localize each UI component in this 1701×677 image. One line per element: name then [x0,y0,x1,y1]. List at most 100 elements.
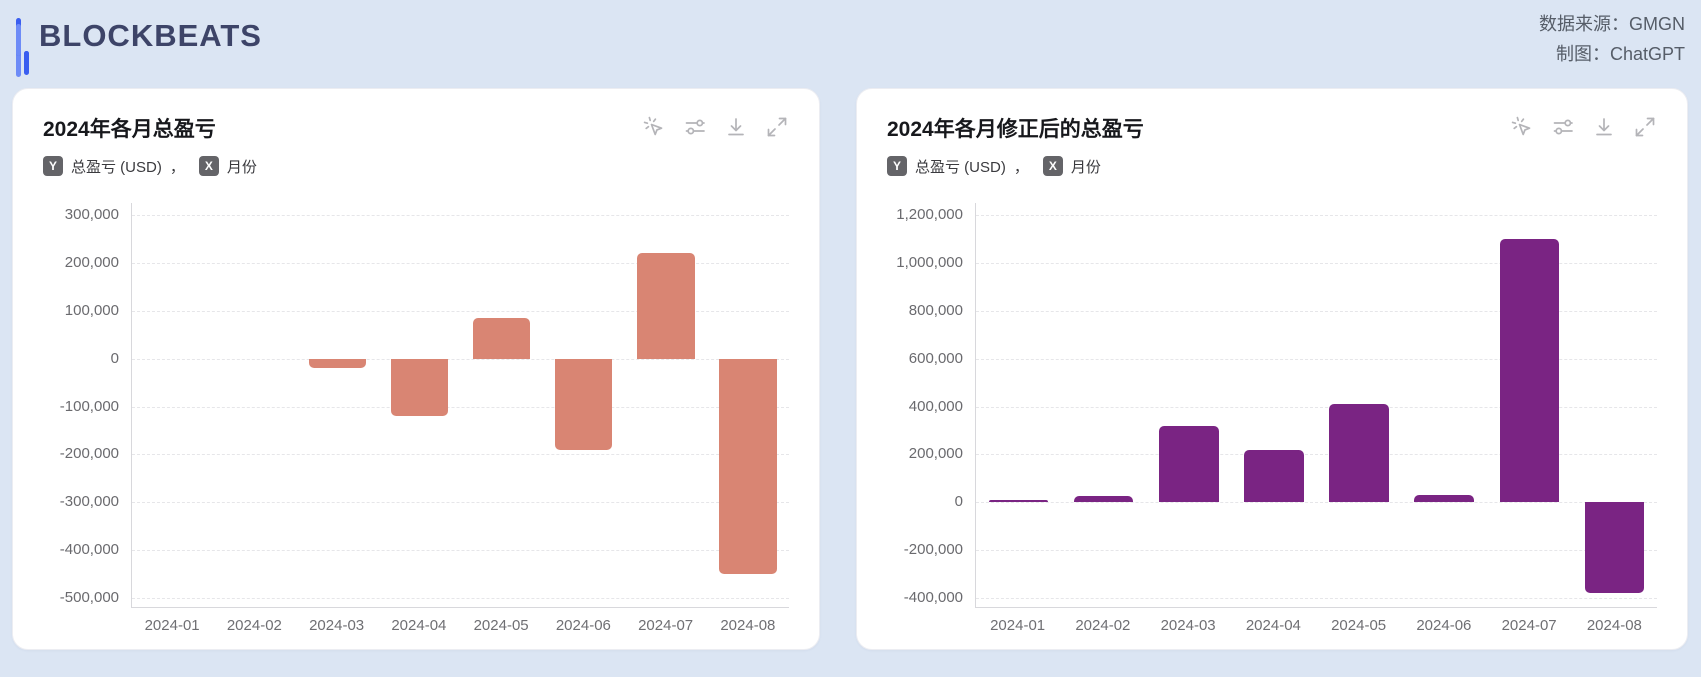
gridline [976,550,1657,552]
x-axis-name: 月份 [1070,158,1101,176]
credit-value: ChatGPT [1609,44,1685,64]
interact-cursor-button[interactable] [1510,115,1534,139]
data-source-value: GMGN [1629,14,1685,34]
bar-2024-07[interactable] [1499,238,1560,503]
bar-2024-06[interactable] [1414,495,1474,503]
download-icon [1596,118,1612,136]
filter-sliders-icon [685,119,705,135]
x-axis-labels: 2024-01 2024-02 2024-03 2024-04 2024-05 2024-… [975,617,1657,643]
blockbeats-wordmark: BLOCKBEATS [39,18,262,53]
chart-toolbar [642,115,789,139]
y-tick-label: -300,000 [59,493,119,511]
bar-2024-05[interactable] [472,317,531,359]
chart-area: 300,000 200,000 100,000 0 -100,000 -200,000 -3… [43,203,789,608]
gridline [132,262,789,264]
gridline [132,310,789,312]
gridline [976,406,1657,408]
gridline [132,550,789,552]
interact-cursor-icon [643,116,663,136]
download-button[interactable] [724,115,748,139]
gridline [976,262,1657,264]
gridline [976,598,1657,599]
chart-card-adjusted-pnl: 2024年各月修正后的总盈亏 Y 总盈亏 (USD) ， X 月份 1,200,… [856,88,1688,650]
x-tick-label: 2024-01 [990,617,1046,634]
y-axis-name: 总盈亏 (USD) [71,158,162,176]
x-tick-label: 2024-05 [473,617,529,634]
gridline [132,406,789,408]
y-tick-label: 200,000 [64,253,119,271]
bar-2024-06[interactable] [554,358,613,450]
y-axis-badge: Y [887,156,907,176]
gridline [132,358,789,360]
header-meta: 数据来源：GMGN 制图：ChatGPT [1539,9,1685,69]
gridline [976,215,1657,216]
bar-2024-03[interactable] [1159,425,1219,503]
blockbeats-logo: BLOCKBEATS [16,14,262,77]
y-tick-label: -500,000 [59,589,119,606]
blockbeats-logo-icon [16,14,29,77]
gridline [132,454,789,456]
axis-note: Y 总盈亏 (USD) ， X 月份 [43,155,789,177]
x-tick-label: 2024-03 [1160,617,1216,634]
y-tick-label: 300,000 [64,206,119,223]
chart-card-total-pnl: 2024年各月总盈亏 Y 总盈亏 (USD) ， X 月份 300,000 200… [12,88,820,650]
x-tick-label: 2024-04 [1245,617,1301,634]
bar-2024-02[interactable] [1073,496,1134,503]
gridline [132,502,789,504]
chart-title: 2024年各月总盈亏 [43,118,216,141]
y-tick-label: 1,200,000 [896,206,963,223]
expand-button[interactable] [1633,115,1657,139]
download-button[interactable] [1592,115,1616,139]
plot-area [975,203,1657,608]
y-tick-label: -400,000 [59,541,119,559]
credit-label: 制图： [1555,44,1610,64]
data-source-line: 数据来源：GMGN [1539,9,1685,39]
bar-2024-08[interactable] [1584,502,1645,594]
y-axis-ticks: 1,200,000 1,000,000 800,000 600,000 400,000 2… [887,203,975,608]
y-tick-label: -200,000 [59,445,119,463]
gridline [976,310,1657,312]
x-tick-label: 2024-03 [309,617,365,634]
credit-line: 制图：ChatGPT [1539,39,1685,69]
x-tick-label: 2024-04 [391,617,447,634]
page-header: BLOCKBEATS 数据来源：GMGN 制图：ChatGPT [0,0,1701,88]
x-tick-label: 2024-08 [1586,617,1642,634]
y-axis-name: 总盈亏 (USD) [915,158,1006,176]
x-tick-label: 2024-01 [144,617,200,634]
y-tick-label: 800,000 [908,301,963,319]
filter-sliders-button[interactable] [683,115,707,139]
y-tick-label: 0 [110,349,119,367]
x-axis-badge: X [1042,156,1063,176]
x-tick-label: 2024-07 [638,617,694,634]
x-tick-label: 2024-07 [1501,617,1557,634]
bar-2024-04[interactable] [1244,449,1304,503]
chart-toolbar [1510,115,1657,139]
chart-area: 1,200,000 1,000,000 800,000 600,000 400,000 2… [887,203,1657,608]
expand-button[interactable] [765,115,789,139]
interact-cursor-button[interactable] [642,115,666,139]
y-tick-label: 1,000,000 [896,253,963,271]
plot-area [131,203,789,608]
y-tick-label: 400,000 [908,397,963,415]
bar-2024-07[interactable] [637,253,695,359]
y-axis-badge: Y [43,156,63,176]
filter-sliders-button[interactable] [1551,115,1575,139]
axis-separator: ， [1013,158,1029,176]
gridline [976,454,1657,456]
x-tick-label: 2024-02 [226,617,282,634]
gridline [976,502,1657,504]
data-source-label: 数据来源： [1539,14,1629,34]
bar-2024-03[interactable] [308,358,367,369]
y-tick-label: -400,000 [903,589,963,606]
y-tick-label: -200,000 [903,541,963,559]
y-tick-label: 600,000 [908,349,963,367]
download-icon [728,118,744,136]
gridline [132,598,789,599]
y-tick-label: 0 [954,493,963,511]
y-tick-label: 200,000 [908,445,963,463]
bar-2024-04[interactable] [390,358,449,417]
bar-2024-01[interactable] [988,499,1049,503]
bar-2024-05[interactable] [1329,404,1389,503]
expand-icon [1635,117,1655,137]
bar-2024-08[interactable] [719,358,777,575]
